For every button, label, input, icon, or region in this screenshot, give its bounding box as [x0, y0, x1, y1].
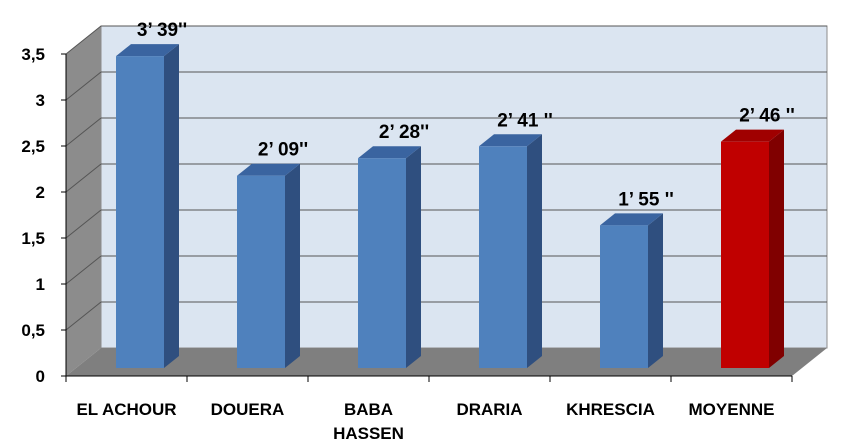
floor: [66, 348, 827, 376]
y-tick-label: 3,5: [21, 45, 45, 64]
gridline-side: [65, 25, 102, 55]
bar: [116, 44, 179, 369]
category-label: BABA HASSEN: [333, 400, 404, 443]
gridline-side: [65, 255, 102, 285]
bar-top: [116, 44, 179, 57]
bar-front: [479, 146, 527, 368]
category-label: EL ACHOUR: [76, 400, 176, 419]
category-label-line: DRARIA: [456, 400, 522, 419]
gridline-side: [65, 71, 102, 101]
bar-front: [721, 141, 769, 368]
category-label-line: EL ACHOUR: [76, 400, 176, 419]
category-label: KHRESCIA: [566, 400, 655, 419]
bar-side: [406, 146, 421, 368]
data-labels: 3’ 39'' 2’ 09'' 2’ 28'' 2’ 41 '' 1’ 55 '' 2’ …: [137, 20, 795, 210]
bar-front: [237, 175, 285, 368]
data-label: 1’ 55 '': [618, 189, 674, 210]
bar-top: [237, 163, 300, 176]
data-label: 2’ 09'': [258, 140, 308, 161]
axes: [61, 53, 793, 382]
category-label-line: HASSEN: [333, 424, 404, 443]
bar-side: [769, 129, 784, 368]
y-tick-label: 1: [36, 275, 45, 294]
bar: [600, 213, 663, 368]
y-tick-label: 2,5: [21, 137, 45, 156]
category-label: MOYENNE: [689, 400, 775, 419]
category-label-line: BABA: [344, 400, 393, 419]
bar-side: [164, 44, 179, 369]
bar-side: [285, 163, 300, 368]
category-labels: EL ACHOUR DOUERA BABA HASSEN DRARIA KHRESCIA M…: [76, 400, 774, 443]
bar: [479, 134, 542, 368]
category-label: DRARIA: [456, 400, 522, 419]
bar-top: [479, 134, 542, 147]
data-label: 2’ 41 '': [497, 110, 553, 131]
gridline-side: [65, 117, 102, 147]
back-wall: [100, 25, 828, 349]
y-tick-label: 0,5: [21, 321, 45, 340]
category-label-line: DOUERA: [211, 400, 285, 419]
bar-front: [600, 225, 648, 368]
gridline-side: [65, 209, 102, 239]
category-label: DOUERA: [211, 400, 285, 419]
y-tick-label: 1,5: [21, 229, 45, 248]
category-label-line: MOYENNE: [689, 400, 775, 419]
bar: [237, 163, 300, 368]
bar-front: [358, 158, 406, 368]
category-label-line: KHRESCIA: [566, 400, 655, 419]
bar-top: [721, 129, 784, 142]
y-tick-label: 2: [36, 183, 45, 202]
bar: [721, 129, 784, 368]
side-wall: [66, 26, 101, 376]
gridline-side: [65, 301, 102, 331]
bar-top: [600, 213, 663, 226]
gridline-side: [65, 163, 102, 193]
bars: [116, 44, 784, 369]
bar-top: [358, 146, 421, 159]
bar: [358, 146, 421, 368]
gridlines: [65, 25, 827, 331]
y-tick-label: 3: [36, 91, 45, 110]
bar-front: [116, 56, 164, 369]
y-tick-labels: 0 0,5 1 1,5 2 2,5 3 3,5: [21, 45, 45, 386]
bar-side: [527, 134, 542, 368]
data-label: 3’ 39'': [137, 20, 187, 41]
bar-side: [648, 213, 663, 368]
data-label: 2’ 46 '': [739, 106, 795, 127]
data-label: 2’ 28'': [379, 122, 429, 143]
y-tick-label: 0: [36, 367, 45, 386]
